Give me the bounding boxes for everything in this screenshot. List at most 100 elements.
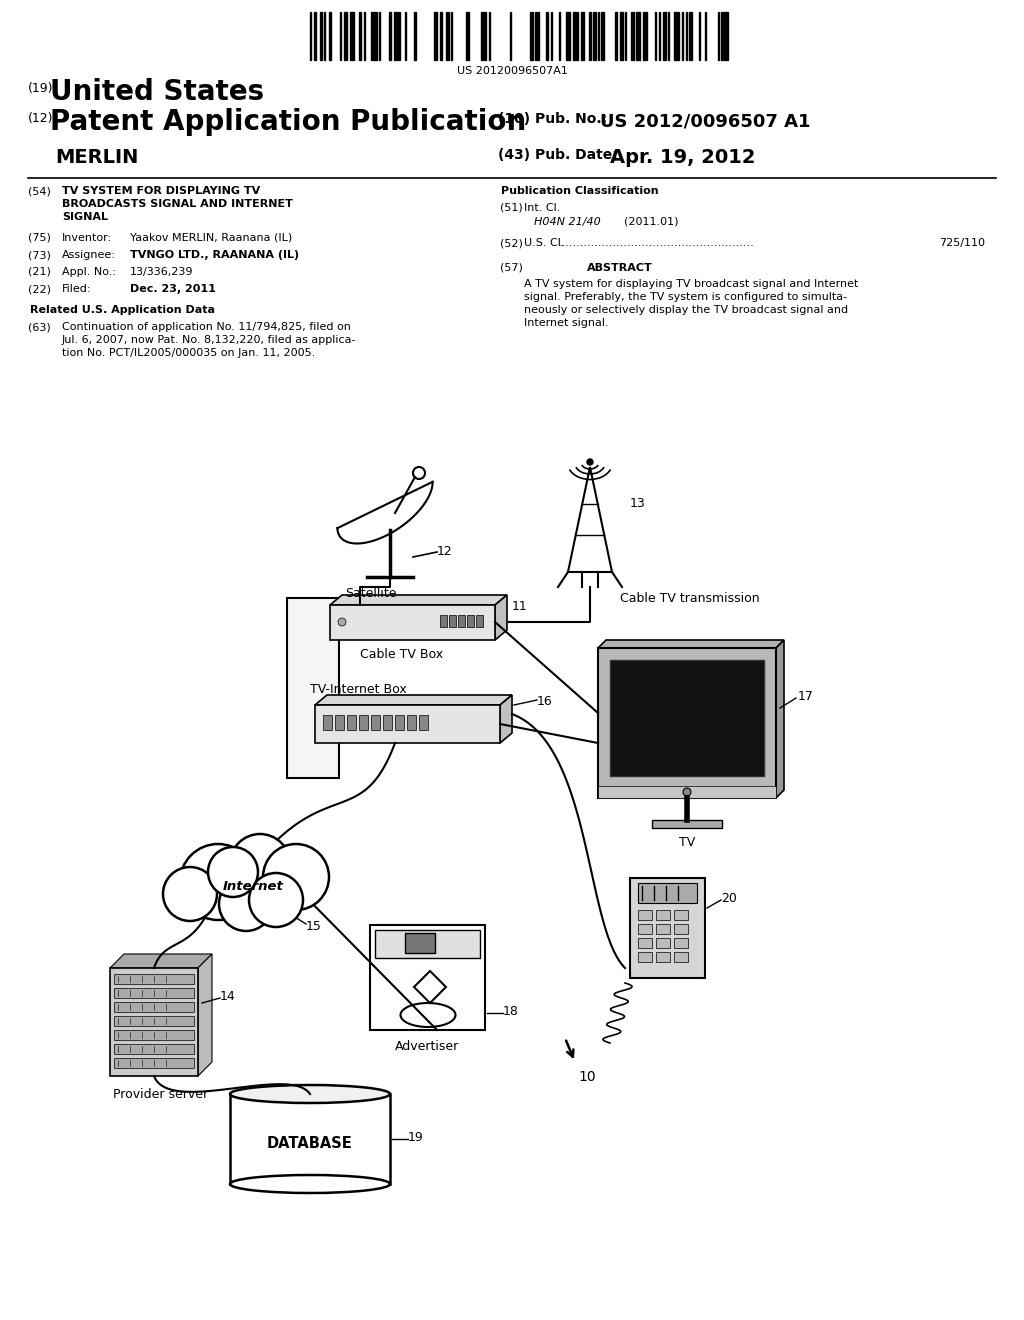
Bar	[638, 952, 652, 962]
Bar	[329, 12, 331, 59]
Text: A TV system for displaying TV broadcast signal and Internet: A TV system for displaying TV broadcast …	[524, 279, 858, 289]
Text: United States: United States	[50, 78, 264, 106]
Text: (75): (75)	[28, 234, 51, 243]
Bar	[371, 715, 380, 730]
Text: 10: 10	[578, 1071, 596, 1084]
Text: 12: 12	[437, 545, 453, 558]
Bar	[638, 939, 652, 948]
Bar	[546, 12, 548, 59]
Text: (12): (12)	[28, 112, 53, 125]
Bar	[406, 933, 435, 953]
Bar	[407, 715, 416, 730]
Bar	[566, 12, 570, 59]
Circle shape	[587, 459, 593, 465]
Text: MERLIN: MERLIN	[55, 148, 138, 168]
Text: ABSTRACT: ABSTRACT	[587, 263, 653, 273]
Bar	[370, 925, 485, 1030]
Polygon shape	[776, 640, 784, 799]
Bar	[335, 715, 344, 730]
Text: 15: 15	[306, 920, 322, 933]
Bar	[638, 924, 652, 935]
Text: ......................................................: ........................................…	[559, 238, 755, 248]
Text: (73): (73)	[28, 249, 51, 260]
Text: Related U.S. Application Data: Related U.S. Application Data	[30, 305, 214, 315]
Bar	[114, 1044, 194, 1053]
Text: Jul. 6, 2007, now Pat. No. 8,132,220, filed as applica-: Jul. 6, 2007, now Pat. No. 8,132,220, fi…	[62, 335, 356, 345]
Text: Cable TV Box: Cable TV Box	[360, 648, 443, 661]
Text: (21): (21)	[28, 267, 51, 277]
Bar	[638, 883, 697, 903]
Circle shape	[230, 834, 290, 894]
Bar	[656, 909, 670, 920]
Polygon shape	[500, 696, 512, 743]
Text: Cable TV transmission: Cable TV transmission	[620, 591, 760, 605]
Bar	[323, 715, 332, 730]
Text: Publication Classification: Publication Classification	[501, 186, 658, 195]
Bar	[114, 987, 194, 998]
Text: Provider server: Provider server	[114, 1088, 209, 1101]
Text: 13/336,239: 13/336,239	[130, 267, 194, 277]
Bar	[530, 12, 534, 59]
Bar	[674, 909, 688, 920]
Text: 14: 14	[220, 990, 236, 1003]
Bar	[535, 12, 537, 59]
Text: Advertiser: Advertiser	[395, 1040, 459, 1053]
Bar	[383, 715, 392, 730]
Text: (43) Pub. Date:: (43) Pub. Date:	[498, 148, 617, 162]
Text: TV SYSTEM FOR DISPLAYING TV: TV SYSTEM FOR DISPLAYING TV	[62, 186, 260, 195]
Bar	[114, 1016, 194, 1026]
Bar	[110, 968, 198, 1076]
Ellipse shape	[230, 1085, 390, 1104]
Bar	[636, 12, 640, 59]
Polygon shape	[198, 954, 212, 1076]
Text: US 2012/0096507 A1: US 2012/0096507 A1	[600, 112, 811, 129]
Text: SIGNAL: SIGNAL	[62, 213, 108, 222]
Text: Inventor:: Inventor:	[62, 234, 112, 243]
Text: DATABASE: DATABASE	[267, 1137, 353, 1151]
Bar	[375, 931, 480, 958]
Circle shape	[263, 843, 329, 909]
Polygon shape	[495, 595, 507, 640]
Text: Apr. 19, 2012: Apr. 19, 2012	[610, 148, 756, 168]
Circle shape	[180, 843, 256, 920]
Text: Continuation of application No. 11/794,825, filed on: Continuation of application No. 11/794,8…	[62, 322, 351, 333]
Bar	[483, 12, 486, 59]
Bar	[652, 820, 722, 828]
Bar	[319, 12, 322, 59]
Text: TV-Internet Box: TV-Internet Box	[310, 682, 407, 696]
Text: 725/110: 725/110	[939, 238, 985, 248]
Bar	[440, 12, 442, 59]
Text: 19: 19	[408, 1131, 424, 1144]
Bar	[724, 12, 728, 59]
Text: Internet: Internet	[222, 880, 284, 894]
Bar	[373, 12, 377, 59]
Bar	[630, 878, 705, 978]
Circle shape	[683, 788, 691, 796]
Bar	[389, 12, 391, 59]
Text: (57): (57)	[500, 263, 523, 273]
Text: (2011.01): (2011.01)	[624, 216, 679, 227]
Bar	[395, 715, 404, 730]
Bar	[347, 715, 356, 730]
Polygon shape	[110, 954, 212, 968]
Text: Assignee:: Assignee:	[62, 249, 116, 260]
Text: (54): (54)	[28, 186, 51, 195]
Bar	[350, 12, 354, 59]
Text: signal. Preferably, the TV system is configured to simulta-: signal. Preferably, the TV system is con…	[524, 292, 847, 302]
Circle shape	[338, 618, 346, 626]
Text: Satellite: Satellite	[345, 587, 396, 601]
Bar	[394, 12, 396, 59]
Text: 20: 20	[721, 892, 737, 906]
Text: US 20120096507A1: US 20120096507A1	[457, 66, 567, 77]
Bar	[573, 12, 575, 59]
Bar	[674, 924, 688, 935]
Text: 13: 13	[630, 498, 646, 510]
Bar	[359, 715, 368, 730]
Bar	[674, 12, 677, 59]
Text: (51): (51)	[500, 203, 522, 213]
Polygon shape	[315, 696, 512, 705]
Bar	[449, 615, 456, 627]
Bar	[674, 952, 688, 962]
Bar	[434, 12, 437, 59]
Bar	[230, 1094, 390, 1184]
